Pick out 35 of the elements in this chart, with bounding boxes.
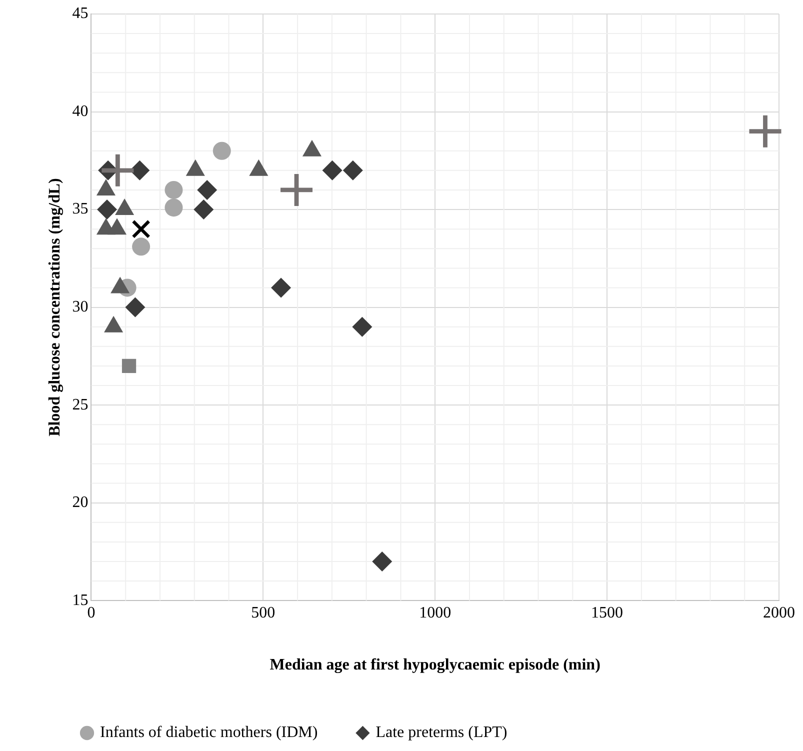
point [122,358,136,374]
y-tick-label: 30 [72,298,88,316]
y-tick-label: 15 [72,592,88,609]
legend-label: Infants of diabetic mothers (IDM) [100,724,318,742]
point [372,551,392,572]
point [102,154,134,186]
y-tick-label: 25 [72,396,88,414]
y-tick-label: 35 [72,200,88,218]
point [352,316,372,337]
y-axis-title: Blood glucose concentrations (mg/dL) [46,178,64,436]
point [97,200,118,220]
point [749,115,782,148]
x-tick-label: 0 [87,604,96,622]
x-tick-label: 500 [251,604,276,622]
y-tick-label: 20 [72,494,88,512]
point [322,160,342,180]
point [125,297,146,318]
point [342,160,363,180]
legend-label: Late preterms (LPT) [376,724,508,742]
point [164,180,183,199]
point [164,198,183,217]
point [280,174,313,206]
point [197,180,218,200]
point [212,142,231,160]
y-tick-label: 45 [72,5,88,22]
point [194,200,214,220]
x-tick-label: 2000 [763,604,795,622]
point [271,278,292,298]
y-tick-label: 40 [72,102,88,120]
x-axis-title: Median age at first hypoglycaemic episode (min) [270,656,600,674]
x-tick-label: 1500 [591,604,624,622]
x-tick-label: 1000 [419,604,452,622]
point [130,160,150,180]
point [132,238,150,256]
point [132,220,150,238]
